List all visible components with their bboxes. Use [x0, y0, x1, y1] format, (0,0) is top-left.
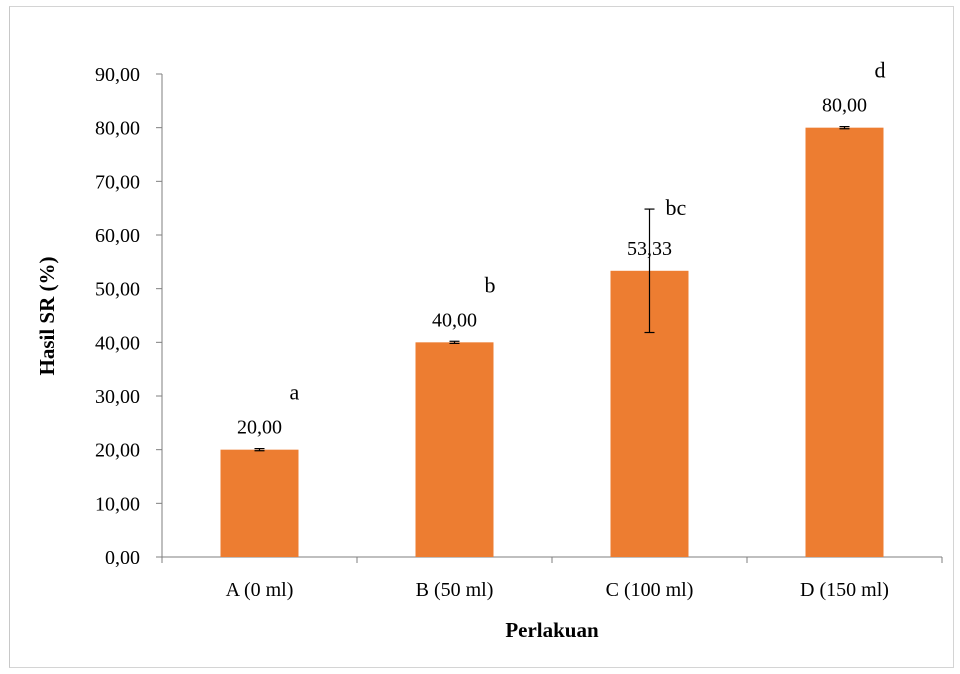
x-tick-label: A (0 ml): [226, 579, 294, 601]
data-label: 53,33: [627, 238, 672, 260]
significance-letters: a b bc d: [290, 58, 886, 405]
y-tick-label: 60,00: [95, 225, 140, 247]
y-tick-label: 50,00: [95, 279, 140, 301]
y-tick-label: 40,00: [95, 332, 140, 354]
y-tick-label: 20,00: [95, 440, 140, 462]
chart-frame: [9, 6, 954, 668]
x-tick-label: D (150 ml): [800, 579, 889, 601]
y-tick-labels: 0,00 10,00 20,00 30,00 40,00 50,00 60,00 70,00 8…: [95, 64, 140, 569]
y-axis-title: Hasil SR (%): [35, 256, 59, 375]
data-label: 80,00: [822, 95, 867, 117]
bar: [220, 449, 299, 557]
y-tick-label: 10,00: [95, 493, 140, 515]
y-tick-label: 90,00: [95, 64, 140, 86]
y-tick-label: 80,00: [95, 118, 140, 140]
bars: [220, 127, 884, 558]
data-label: 20,00: [237, 417, 282, 439]
significance-letter: d: [875, 58, 886, 83]
significance-letter: a: [290, 380, 300, 405]
bar: [805, 127, 884, 558]
y-tick-label: 0,00: [105, 547, 140, 569]
data-labels: 20,00 40,00 53,33 80,00: [237, 95, 867, 439]
y-tick-label: 70,00: [95, 171, 140, 193]
x-axis-title: Perlakuan: [505, 618, 599, 642]
data-label: 40,00: [432, 309, 477, 331]
x-tick-label: C (100 ml): [606, 579, 694, 601]
y-tick-label: 30,00: [95, 386, 140, 408]
error-bars: [254, 125, 850, 452]
x-tick-label: B (50 ml): [416, 579, 494, 601]
significance-letter: b: [485, 272, 496, 297]
bar: [415, 342, 494, 557]
significance-letter: bc: [666, 195, 687, 220]
x-tick-labels: A (0 ml) B (50 ml) C (100 ml) D (150 ml): [226, 579, 889, 601]
